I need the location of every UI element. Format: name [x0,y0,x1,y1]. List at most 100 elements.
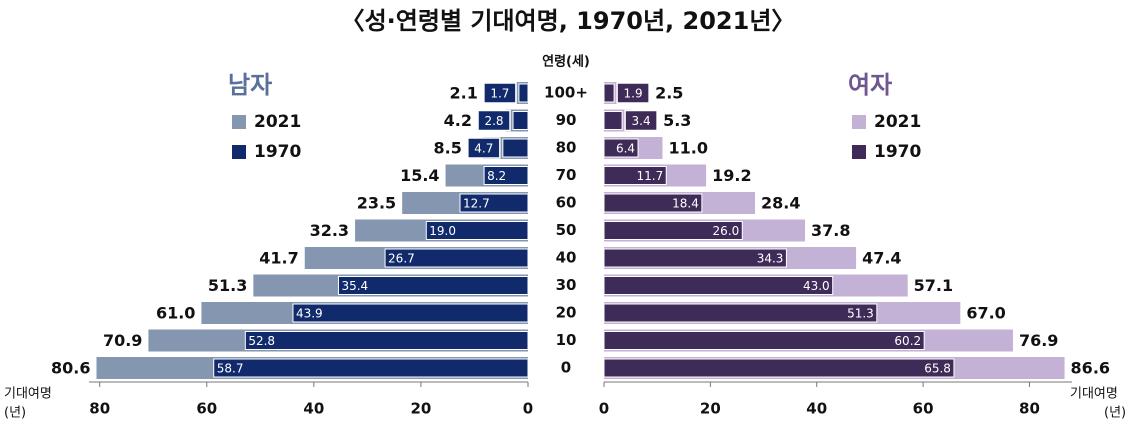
value-label-2021: 2.5 [655,84,683,103]
value-label-1970: 3.4 [632,114,651,128]
x-tick-label: 20 [700,400,721,418]
bar-1970 [518,83,529,103]
value-label-1970: 34.3 [757,252,784,266]
bar-1970 [603,276,834,295]
value-label-1970: 4.7 [474,142,493,156]
axis-label-unit: (년) [4,406,26,421]
value-label-2021: 4.2 [444,111,472,130]
legend-label: 2021 [874,112,921,132]
bar-1970 [603,358,955,378]
legend-title: 여자 [848,71,892,99]
value-label-1970: 52.8 [248,334,275,348]
bar-1970 [425,221,529,240]
category-label: 10 [556,331,577,349]
value-label-1970: 60.2 [894,334,921,348]
value-label-2021: 11.0 [669,139,708,158]
category-label: 30 [556,276,577,294]
bar-1970 [292,303,529,323]
value-label-2021: 5.3 [663,111,691,130]
value-label-1970: 1.9 [624,87,643,101]
legend-swatch [852,145,866,159]
value-label-1970: 19.0 [429,224,456,238]
value-label-1970: 26.7 [388,252,415,266]
value-label-1970: 6.4 [616,142,635,156]
value-label-1970: 11.7 [637,169,664,183]
value-label-1970: 43.9 [296,307,323,321]
value-label-1970: 2.8 [484,114,503,128]
category-label: 50 [556,221,577,239]
x-tick-label: 60 [196,400,217,418]
axis-label: 기대여명 [4,387,52,402]
value-label-1970: 12.7 [463,197,490,211]
value-label-2021: 28.4 [761,194,800,213]
bar-1970 [384,248,529,268]
axis-label: 기대여명 [1070,387,1118,402]
legend-label: 1970 [874,142,921,162]
x-tick-label: 40 [303,400,324,418]
category-label: 20 [556,304,577,322]
x-tick-label: 40 [806,400,827,418]
category-label: 90 [556,111,577,129]
legend-title: 남자 [228,71,272,99]
value-label-1970: 35.4 [341,279,368,293]
value-label-2021: 51.3 [208,276,247,295]
value-label-2021: 47.4 [862,249,901,268]
bar-1970 [337,276,529,295]
value-label-1970: 26.0 [713,224,740,238]
x-tick-label: 20 [410,400,431,418]
bar-1970 [603,303,878,323]
label-box [483,82,517,104]
legend-label: 1970 [254,142,301,162]
bar-1970 [603,193,703,213]
category-label: 0 [561,359,571,377]
value-label-1970: 51.3 [847,307,874,321]
value-label-2021: 61.0 [156,304,195,323]
axis-label-unit: (년) [1104,406,1126,421]
value-label-2021: 80.6 [51,359,90,378]
x-tick-label: 80 [1019,400,1040,418]
value-label-2021: 67.0 [966,304,1005,323]
legend-swatch [232,145,246,159]
value-label-2021: 19.2 [712,166,751,185]
label-box [616,82,650,104]
bar-1970 [603,221,743,240]
value-label-1970: 18.4 [672,197,699,211]
value-label-1970: 43.0 [803,279,830,293]
value-label-2021: 8.5 [433,139,461,158]
bar-1970 [483,166,529,185]
category-label: 40 [556,249,577,267]
value-label-2021: 86.6 [1071,359,1110,378]
legend-swatch [232,115,246,129]
value-label-1970: 58.7 [217,362,244,376]
category-label: 70 [556,166,577,184]
category-label: 80 [556,139,577,157]
bar-1970 [603,331,925,350]
bar-1970 [512,111,529,130]
x-tick-label: 0 [523,400,533,418]
value-label-2021: 76.9 [1019,331,1058,350]
category-header: 연령(세) [542,55,590,70]
value-label-2021: 41.7 [259,249,298,268]
value-label-2021: 2.1 [450,84,478,103]
bar-1970 [244,331,529,350]
label-box [467,137,501,159]
value-label-2021: 32.3 [310,221,349,240]
value-label-1970: 65.8 [924,362,951,376]
bar-1970 [603,111,623,130]
x-tick-label: 0 [599,400,609,418]
value-label-2021: 57.1 [914,276,953,295]
bar-1970 [459,193,529,213]
bar-1970 [213,358,529,378]
value-label-1970: 1.7 [490,87,509,101]
value-label-1970: 8.2 [487,169,506,183]
bar-1970 [603,138,639,158]
bar-1970 [603,166,667,185]
legend-label: 2021 [254,112,301,132]
bar-1970 [502,138,529,158]
value-label-2021: 37.8 [811,221,850,240]
label-box [624,109,658,132]
value-label-2021: 70.9 [103,331,142,350]
category-label: 100+ [544,84,588,102]
bar-1970 [603,248,787,268]
